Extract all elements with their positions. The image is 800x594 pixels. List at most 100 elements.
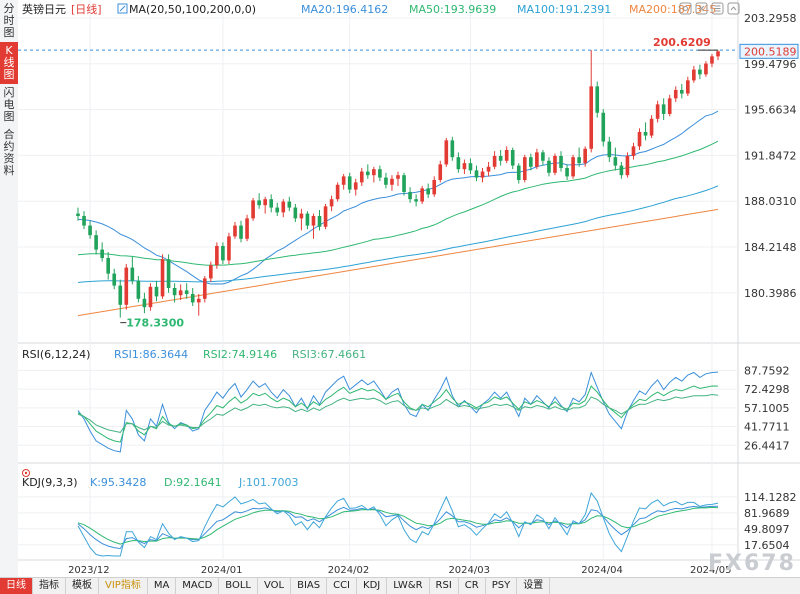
toolbar-item-12[interactable]: RSI (430, 578, 459, 594)
x-tick-label: 2024/05 (690, 565, 732, 576)
candle (637, 128, 642, 150)
candle-body (613, 157, 618, 166)
toolbar-item-9[interactable]: CCI (327, 578, 358, 594)
candle (359, 167, 364, 186)
candle-body (408, 191, 412, 200)
candle (492, 151, 497, 170)
sidebar-tab-2[interactable]: 闪电图 (3, 86, 15, 123)
candle-body (438, 164, 443, 180)
candle (643, 122, 648, 141)
candle-body (233, 225, 237, 237)
candle (673, 86, 678, 102)
toolbar-item-1[interactable]: 指标 (33, 578, 66, 594)
toolbar-item-7[interactable]: VOL (258, 578, 292, 594)
candle-body (215, 245, 219, 266)
candle (76, 207, 80, 221)
candle (384, 172, 388, 189)
candle-body (202, 278, 207, 299)
candle-body (335, 184, 340, 200)
candle-body (353, 182, 358, 190)
toolbar-item-2[interactable]: 模板 (66, 578, 99, 594)
toolbar-item-6[interactable]: BOLL (219, 578, 258, 594)
candle (535, 148, 539, 170)
candle-body (299, 213, 304, 219)
candle-body (323, 206, 328, 227)
toolbar-item-14[interactable]: PSY (486, 578, 518, 594)
candle (468, 158, 473, 174)
candle (293, 203, 298, 222)
toolbar-item-8[interactable]: BIAS (291, 578, 328, 594)
candle-body (402, 175, 406, 192)
target-icon[interactable] (679, 2, 692, 15)
toolbar-item-10[interactable]: KDJ (357, 578, 388, 594)
candle (118, 279, 123, 318)
kdj-settings-icon[interactable] (22, 469, 30, 477)
candle-body (704, 63, 708, 75)
candle (631, 142, 636, 160)
candle (88, 220, 92, 239)
menu-icon[interactable] (711, 2, 724, 15)
candle-body (432, 179, 437, 195)
candle-body (716, 51, 720, 57)
candle-body (595, 86, 600, 113)
candle-body (184, 290, 189, 294)
candle-body (190, 293, 195, 303)
candle (710, 53, 714, 68)
settings-icon[interactable] (117, 3, 128, 14)
candle-body (227, 236, 231, 261)
toolbar-item-13[interactable]: CR (459, 578, 486, 594)
candle-body (317, 215, 322, 227)
candle (438, 160, 443, 183)
toolbar-item-3[interactable]: VIP指标 (99, 578, 148, 594)
rsi-rsi2-line (77, 385, 719, 443)
candle (257, 193, 261, 209)
candle (287, 196, 292, 212)
candle (522, 154, 527, 183)
candle (692, 65, 696, 83)
candle (553, 153, 557, 176)
candle-body (571, 157, 575, 177)
candle-body (468, 163, 473, 171)
collapse-icon[interactable] (727, 2, 740, 15)
candle (172, 283, 177, 303)
candle-body (655, 104, 660, 119)
candle-body (76, 213, 80, 216)
candle (82, 211, 86, 230)
toolbar-item-11[interactable]: LW&R (387, 578, 430, 594)
candle-body (607, 141, 612, 158)
kdj-label: KDJ(9,3,3) (22, 476, 78, 489)
candle-body (649, 118, 654, 136)
candle-body (263, 199, 267, 206)
candle-body (535, 152, 539, 167)
y-tick-label: 49.8097 (744, 523, 790, 536)
candle-body (221, 245, 225, 261)
candle-body (679, 89, 684, 94)
toolbar-item-0[interactable]: 日线 (0, 578, 33, 594)
candle (462, 159, 467, 174)
sidebar-tab-0[interactable]: 分时图 (3, 2, 15, 39)
y-tick-label: 203.2958 (744, 12, 797, 25)
candle (498, 149, 503, 166)
candle (215, 242, 219, 269)
candle-body (142, 298, 147, 308)
candle (372, 166, 376, 183)
toolbar-item-5[interactable]: MACD (176, 578, 220, 594)
candle (679, 83, 684, 99)
toolbar-item-4[interactable]: MA (148, 578, 177, 594)
toolbar-item-15[interactable]: 设置 (517, 578, 551, 594)
candle (420, 185, 424, 204)
sidebar-tab-3[interactable]: 合约资料 (3, 128, 15, 177)
candle-body (100, 249, 104, 258)
expand-icon[interactable] (695, 2, 708, 15)
candle-body (589, 86, 594, 149)
symbol-title: 英镑日元 (22, 2, 66, 16)
y-tick-label: 188.0310 (744, 195, 797, 208)
candle (516, 163, 521, 184)
candle-body (673, 89, 678, 99)
watermark: FX678 (708, 551, 796, 576)
candle-body (245, 218, 249, 239)
candle-body (667, 98, 672, 114)
candle-body (547, 160, 551, 173)
candle (221, 242, 225, 264)
